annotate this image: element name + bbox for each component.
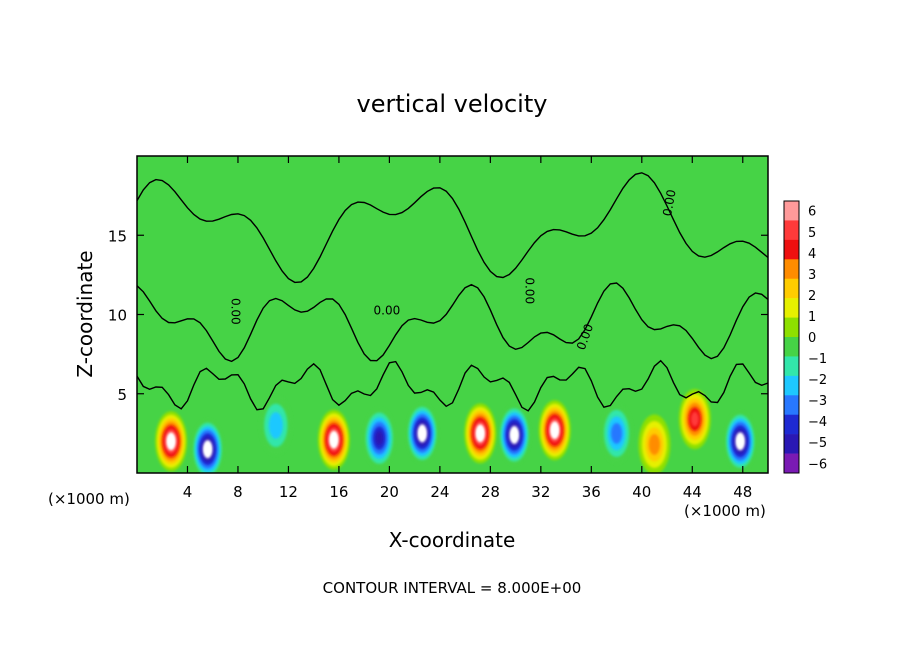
downdraft-core-5 [259, 395, 292, 456]
x-tick-label: 12 [279, 483, 298, 501]
colorbar-swatch [784, 278, 799, 299]
zero-contour-line [137, 172, 768, 284]
downdraft-core-ring [419, 427, 426, 439]
updraft-core-5 [638, 414, 671, 473]
x-tick-label: 28 [481, 483, 500, 501]
updraft-core-ring [168, 435, 175, 447]
contour-label: 0.00 [523, 277, 537, 304]
x-unit-right: (×1000 m) [684, 502, 766, 520]
x-tick-label: 40 [632, 483, 651, 501]
x-tick-label: 8 [233, 483, 243, 501]
zero-contours: 0.00 0.000.000.000.00 [137, 172, 768, 412]
colorbar-label: −5 [808, 436, 827, 451]
colorbar-swatch [784, 414, 799, 435]
colorbar-frame [783, 200, 800, 474]
zero-contour-line [137, 359, 768, 412]
colorbar-swatch [784, 239, 799, 260]
colorbar-label: −2 [808, 373, 827, 388]
updraft-core-ring [690, 411, 699, 427]
colorbar-swatch [784, 298, 799, 318]
downdraft-core-ring [204, 443, 211, 455]
contour-label: 0.00 [660, 188, 678, 217]
updraft-core-2 [464, 403, 497, 464]
x-tick-label: 48 [733, 483, 752, 501]
downdraft-core-ring [610, 422, 623, 444]
colorbar-label: −3 [808, 394, 827, 409]
updraft-core-ring [330, 434, 337, 446]
x-tick-label: 36 [582, 483, 601, 501]
colorbar-label: 4 [808, 247, 816, 262]
x-tick-label: 16 [329, 483, 348, 501]
downdraft-core-ring [737, 435, 744, 447]
colorbar-label: −6 [808, 457, 827, 472]
velocity-field [155, 389, 757, 473]
downdraft-core-2 [498, 404, 531, 465]
colorbar-label: 0 [808, 331, 816, 346]
updraft-core-ring [648, 434, 661, 455]
colorbar-swatch [784, 201, 799, 221]
colorbar-label: −1 [808, 352, 827, 367]
updraft-core-3 [538, 400, 571, 461]
y-tick-label: 15 [108, 227, 127, 245]
colorbar-swatch [784, 220, 799, 241]
updraft-core-0 [155, 411, 188, 472]
colorbar-swatch [784, 356, 799, 377]
colorbar-label: 3 [808, 268, 816, 283]
colorbar-swatch [784, 337, 799, 357]
colorbar-label: 1 [808, 310, 816, 325]
x-tick-label: 4 [183, 483, 193, 501]
updraft-core-4 [678, 389, 711, 450]
x-tick-label: 24 [430, 483, 449, 501]
colorbar: 6 5 4 3 2 1 0 −1 −2 −3 −4 −5 −6 [783, 200, 827, 474]
chart-title: vertical velocity [357, 90, 548, 118]
y-axis-ticks: 5 10 15 [108, 227, 768, 404]
downdraft-core-6 [600, 403, 633, 464]
x-tick-label: 20 [380, 483, 399, 501]
downdraft-core-3 [724, 411, 757, 472]
contour-label: 0.00 [229, 298, 243, 325]
colorbar-label: −4 [808, 415, 827, 430]
downdraft-core-ring [375, 430, 384, 446]
colorbar-swatch [784, 395, 799, 416]
colorbar-swatch [784, 317, 799, 338]
x-tick-label: 44 [683, 483, 702, 501]
downdraft-core-4 [363, 408, 396, 469]
colorbar-label: 6 [808, 205, 816, 220]
colorbar-label: 5 [808, 226, 816, 241]
downdraft-core-1 [406, 403, 439, 464]
downdraft-core-0 [191, 419, 224, 473]
colorbar-label: 2 [808, 289, 816, 304]
downdraft-core-ring [511, 429, 518, 441]
colorbar-swatch [784, 453, 799, 474]
y-tick-label: 5 [117, 386, 127, 404]
zero-contour-line [137, 282, 768, 363]
x-tick-label: 32 [531, 483, 550, 501]
y-axis-label: Z-coordinate [73, 250, 97, 377]
y-tick-label: 10 [108, 307, 127, 325]
updraft-core-1 [317, 409, 350, 470]
colorbar-swatch [784, 259, 799, 280]
contour-label: 0.00 [374, 304, 401, 318]
updraft-core-ring [551, 424, 558, 436]
contour-interval-note: CONTOUR INTERVAL = 8.000E+00 [323, 579, 582, 597]
updraft-core-ring [477, 427, 484, 439]
x-axis-ticks: 4 8 12 16 20 24 28 32 36 40 44 48 [183, 156, 752, 501]
x-axis-label: X-coordinate [389, 528, 516, 552]
downdraft-core-ring [268, 412, 283, 439]
colorbar-swatch [784, 434, 799, 454]
plot-area: 0.00 0.000.000.000.00 [137, 156, 768, 473]
x-unit-left: (×1000 m) [48, 490, 130, 508]
colorbar-swatch [784, 375, 799, 396]
